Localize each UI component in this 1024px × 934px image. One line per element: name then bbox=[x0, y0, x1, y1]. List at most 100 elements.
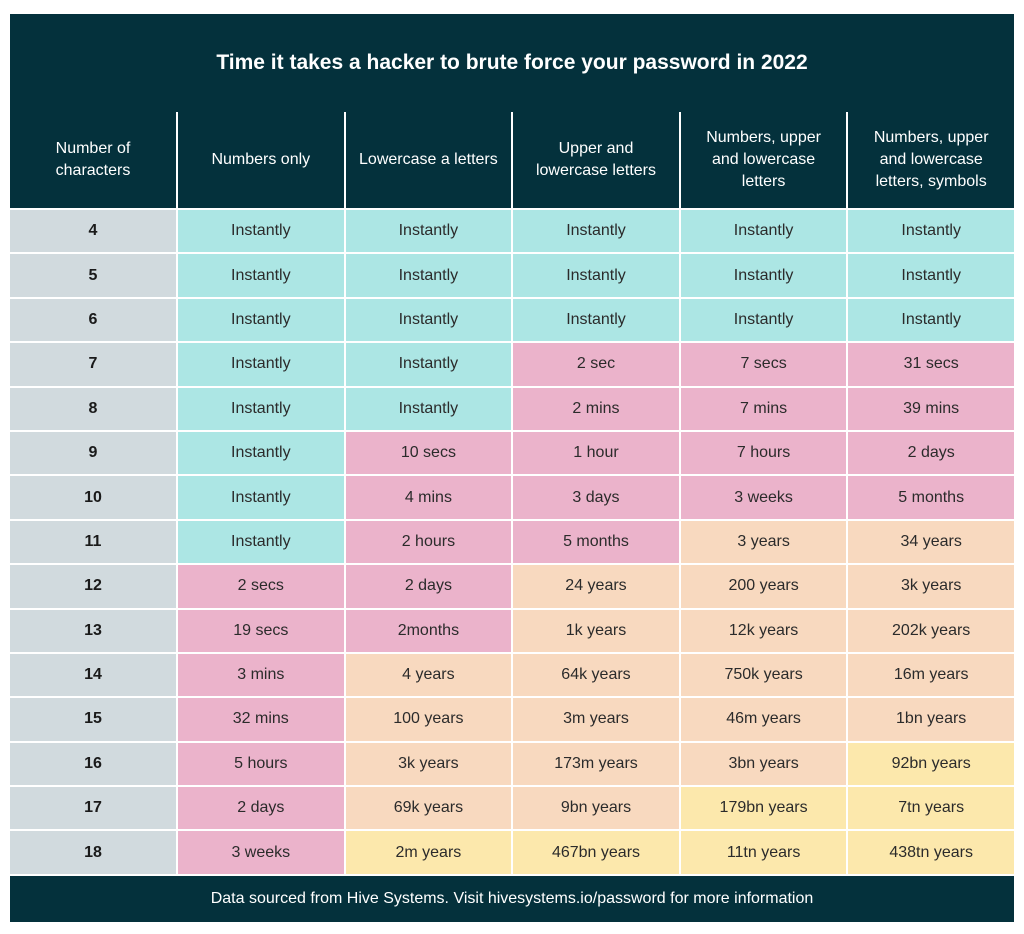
table-cell: Instantly bbox=[345, 298, 512, 342]
table-cell: 1 hour bbox=[513, 431, 679, 475]
table-row: 12 2 secs 2 days 24 years 200 years 3k years bbox=[10, 565, 1014, 608]
table-title: Time it takes a hacker to brute force yo… bbox=[10, 14, 1014, 112]
table-cell: 3 days bbox=[513, 476, 679, 519]
table-cell: 200 years bbox=[680, 565, 847, 608]
table-cell: 2 mins bbox=[513, 387, 679, 430]
table-cell: Instantly bbox=[848, 254, 1014, 297]
table-cell: Instantly bbox=[680, 298, 847, 342]
row-header-cell: 4 bbox=[10, 210, 176, 253]
table-cell: Instantly bbox=[345, 343, 512, 386]
table-cell: Instantly bbox=[848, 298, 1014, 342]
table-cell: 2 days bbox=[345, 565, 512, 608]
table-cell: 5 months bbox=[848, 476, 1014, 519]
table-cell: Instantly bbox=[345, 254, 512, 297]
table-row: 5 Instantly Instantly Instantly Instantly Ins… bbox=[10, 254, 1014, 297]
table-cell: 7 secs bbox=[680, 343, 847, 386]
row-header-cell: 17 bbox=[10, 787, 176, 830]
column-header: Numbers, upper and lowercase letters, sy… bbox=[848, 112, 1014, 208]
table-cell: 39 mins bbox=[848, 387, 1014, 430]
table-row: 15 32 mins 100 years 3m years 46m years 1bn y… bbox=[10, 698, 1014, 741]
row-header-cell: 11 bbox=[10, 520, 176, 564]
table-cell: Instantly bbox=[513, 210, 679, 253]
table-cell: 2 days bbox=[178, 787, 344, 830]
table-row: 16 5 hours 3k years 173m years 3bn years 92bn… bbox=[10, 742, 1014, 786]
table-cell: 2months bbox=[345, 609, 512, 652]
table-cell: 100 years bbox=[345, 698, 512, 741]
table-row: 18 3 weeks 2m years 467bn years 11tn years 43… bbox=[10, 831, 1014, 874]
row-header-cell: 18 bbox=[10, 831, 176, 874]
table-cell: 4 years bbox=[345, 653, 512, 697]
table-cell: 69k years bbox=[345, 787, 512, 830]
table-cell: 19 secs bbox=[178, 609, 344, 652]
column-header: Numbers only bbox=[178, 112, 344, 208]
table-cell: 5 months bbox=[513, 520, 679, 564]
table-cell: Instantly bbox=[345, 387, 512, 430]
table-header-row: Number of characters Numbers only Lowercas… bbox=[10, 112, 1014, 208]
table-cell: 1k years bbox=[513, 609, 679, 652]
table-cell: 3k years bbox=[345, 742, 512, 786]
table-row: 7 Instantly Instantly 2 sec 7 secs 31 secs bbox=[10, 343, 1014, 386]
table-cell: 1bn years bbox=[848, 698, 1014, 741]
table-cell: 2m years bbox=[345, 831, 512, 874]
password-table: Time it takes a hacker to brute force yo… bbox=[10, 14, 1014, 922]
table-cell: 9bn years bbox=[513, 787, 679, 830]
table-cell: 3m years bbox=[513, 698, 679, 741]
table-cell: 4 mins bbox=[345, 476, 512, 519]
table-cell: Instantly bbox=[513, 254, 679, 297]
row-header-cell: 9 bbox=[10, 431, 176, 475]
table-cell: 10 secs bbox=[345, 431, 512, 475]
table-cell: Instantly bbox=[178, 254, 344, 297]
table-cell: 3k years bbox=[848, 565, 1014, 608]
table-cell: 24 years bbox=[513, 565, 679, 608]
table-cell: Instantly bbox=[680, 254, 847, 297]
table-cell: Instantly bbox=[178, 343, 344, 386]
table-cell: 2 sec bbox=[513, 343, 679, 386]
row-header-cell: 13 bbox=[10, 609, 176, 652]
table-cell: 179bn years bbox=[680, 787, 847, 830]
table-cell: Instantly bbox=[178, 298, 344, 342]
column-header: Upper and lowercase letters bbox=[513, 112, 679, 208]
table-cell: 11tn years bbox=[680, 831, 847, 874]
table-row: 11 Instantly 2 hours 5 months 3 years 34 year… bbox=[10, 520, 1014, 564]
table-cell: 32 mins bbox=[178, 698, 344, 741]
row-header-cell: 15 bbox=[10, 698, 176, 741]
row-header-cell: 8 bbox=[10, 387, 176, 430]
table-cell: Instantly bbox=[178, 431, 344, 475]
table-cell: 3 weeks bbox=[680, 476, 847, 519]
row-header-cell: 12 bbox=[10, 565, 176, 608]
table-cell: Instantly bbox=[178, 210, 344, 253]
row-header-cell: 10 bbox=[10, 476, 176, 519]
table-cell: 2 days bbox=[848, 431, 1014, 475]
table-cell: 92bn years bbox=[848, 742, 1014, 786]
table-cell: Instantly bbox=[848, 210, 1014, 253]
table-row: 13 19 secs 2months 1k years 12k years 202k ye… bbox=[10, 609, 1014, 652]
table-cell: 34 years bbox=[848, 520, 1014, 564]
table-cell: 467bn years bbox=[513, 831, 679, 874]
column-header: Numbers, upper and lowercase letters bbox=[680, 112, 847, 208]
table-footer: Data sourced from Hive Systems. Visit hi… bbox=[10, 876, 1014, 922]
table-cell: Instantly bbox=[680, 210, 847, 253]
table-row: 17 2 days 69k years 9bn years 179bn years 7tn… bbox=[10, 787, 1014, 830]
table-cell: 16m years bbox=[848, 653, 1014, 697]
table-cell: 7tn years bbox=[848, 787, 1014, 830]
table-cell: 750k years bbox=[680, 653, 847, 697]
table-cell: Instantly bbox=[513, 298, 679, 342]
table-cell: 438tn years bbox=[848, 831, 1014, 874]
table-cell: Instantly bbox=[345, 210, 512, 253]
table-cell: 46m years bbox=[680, 698, 847, 741]
row-header-cell: 7 bbox=[10, 343, 176, 386]
table-cell: Instantly bbox=[178, 520, 344, 564]
table-row: 14 3 mins 4 years 64k years 750k years 16m ye… bbox=[10, 653, 1014, 697]
column-header: Number of characters bbox=[10, 112, 176, 208]
row-header-cell: 6 bbox=[10, 298, 176, 342]
table-cell: Instantly bbox=[178, 476, 344, 519]
table-row: 9 Instantly 10 secs 1 hour 7 hours 2 days bbox=[10, 431, 1014, 475]
table-cell: 2 hours bbox=[345, 520, 512, 564]
row-header-cell: 14 bbox=[10, 653, 176, 697]
table-row: 4 Instantly Instantly Instantly Instantly Ins… bbox=[10, 210, 1014, 253]
table-cell: 202k years bbox=[848, 609, 1014, 652]
row-header-cell: 16 bbox=[10, 742, 176, 786]
table-body: 4 Instantly Instantly Instantly Instantly Ins… bbox=[10, 210, 1014, 874]
table-row: 8 Instantly Instantly 2 mins 7 mins 39 mins bbox=[10, 387, 1014, 430]
table-cell: 173m years bbox=[513, 742, 679, 786]
